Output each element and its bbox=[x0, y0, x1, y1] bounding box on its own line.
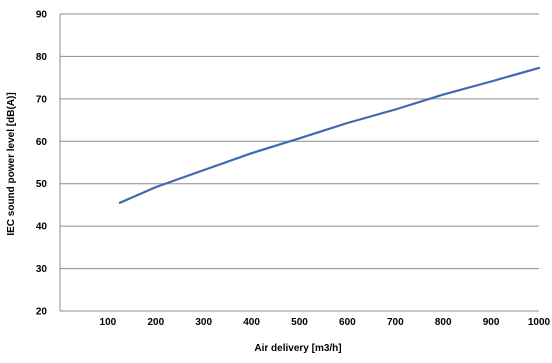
y-tick-label: 80 bbox=[36, 52, 48, 63]
x-tick-label: 700 bbox=[387, 317, 404, 328]
series-layer bbox=[120, 68, 539, 203]
x-tick-label: 900 bbox=[483, 317, 500, 328]
x-tick-label: 100 bbox=[100, 317, 117, 328]
grid-lines bbox=[60, 14, 539, 269]
axes bbox=[60, 14, 539, 311]
y-tick-label: 20 bbox=[36, 307, 48, 318]
x-tick-label: 200 bbox=[147, 317, 164, 328]
x-tick-label: 600 bbox=[339, 317, 356, 328]
y-tick-label: 90 bbox=[36, 10, 48, 21]
y-tick-label: 40 bbox=[36, 222, 48, 233]
x-tick-label: 300 bbox=[195, 317, 212, 328]
y-axis-title: IEC sound power level [dB(A)] bbox=[6, 92, 17, 235]
y-tick-label: 70 bbox=[36, 94, 48, 105]
x-tick-label: 400 bbox=[243, 317, 260, 328]
tick-labels: 20 30 40 50 60 70 80 90 100 200 300 400 500 600 700 800… bbox=[36, 10, 551, 329]
x-axis-title: Air delivery [m3/h] bbox=[254, 343, 341, 354]
y-tick-label: 60 bbox=[36, 137, 48, 148]
y-tick-label: 30 bbox=[36, 264, 48, 275]
y-tick-label: 50 bbox=[36, 179, 48, 190]
x-tick-label: 800 bbox=[435, 317, 452, 328]
series-line bbox=[120, 68, 539, 203]
x-tick-label: 1000 bbox=[528, 317, 551, 328]
x-tick-label: 500 bbox=[291, 317, 308, 328]
